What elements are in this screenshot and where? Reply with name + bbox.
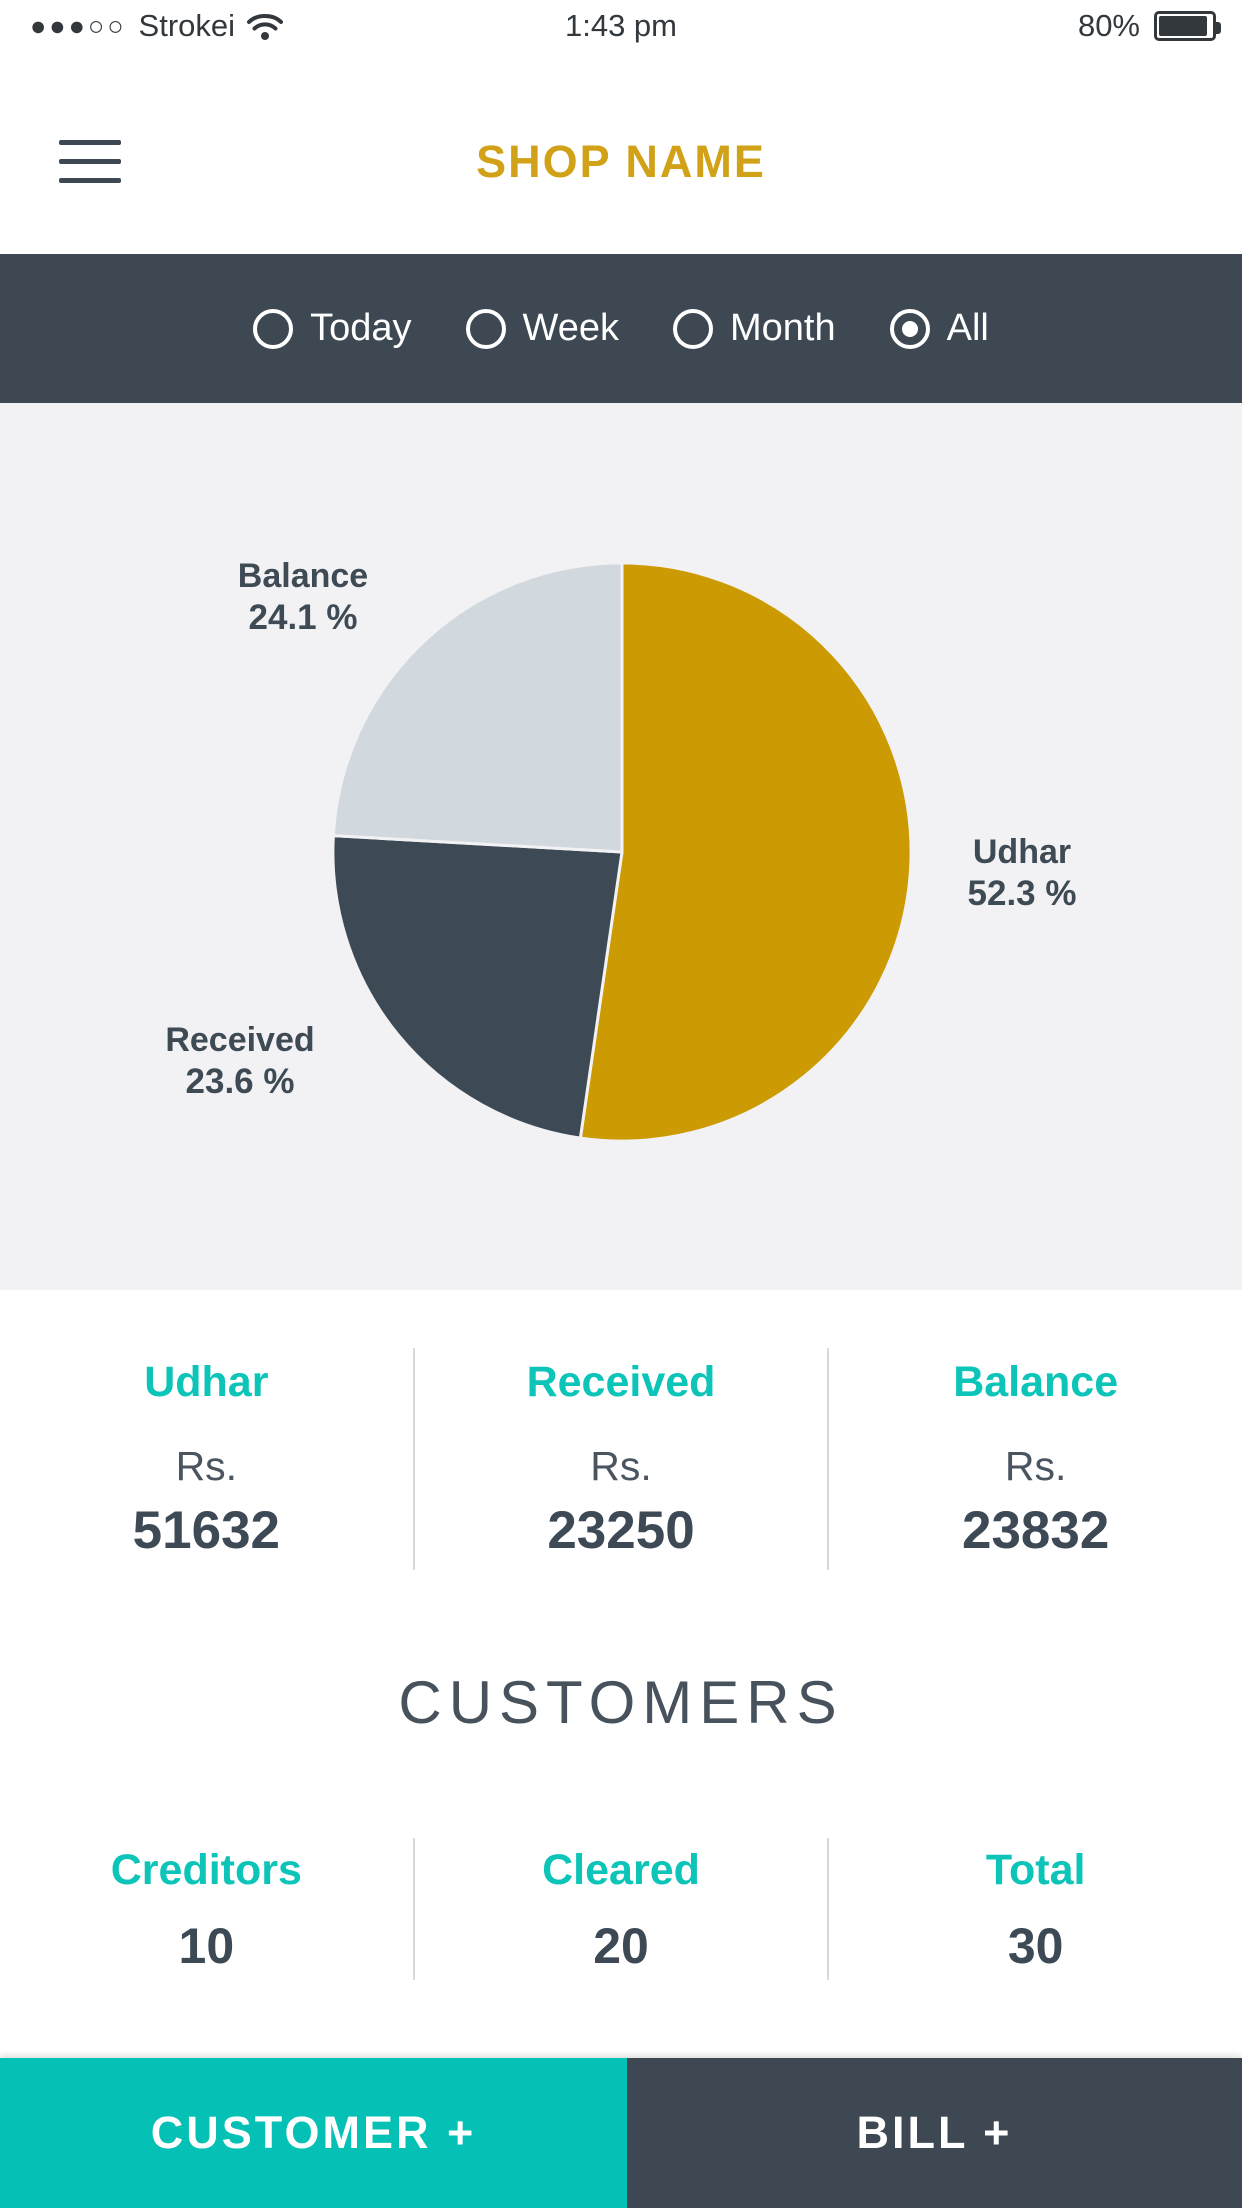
summary-label: Balance (953, 1358, 1119, 1406)
currency-label: Rs. (590, 1443, 652, 1489)
currency-label: Rs. (175, 1443, 238, 1489)
customers-label: Total (985, 1846, 1086, 1894)
app-header: SHOP NAME (0, 50, 1242, 254)
period-filter-bar: Today Week Month All (0, 254, 1242, 403)
customers-value: 20 (593, 1918, 649, 1974)
summary-value: 51632 (132, 1501, 281, 1560)
radio-circle-icon (673, 308, 713, 349)
radio-circle-icon (889, 308, 930, 349)
add-bill-button[interactable]: BILL + (627, 2058, 1242, 2208)
pie-slice-balance (331, 561, 624, 854)
battery-percent: 80% (1077, 8, 1140, 43)
summary-label: Received (526, 1358, 716, 1406)
status-time: 1:43 pm (564, 8, 677, 43)
customers-value: 10 (178, 1918, 235, 1974)
pie-slice-udhar (578, 561, 913, 1143)
pie-label-balance: Balance 24.1 % (237, 557, 369, 637)
summary-value: 23250 (547, 1501, 695, 1560)
customers-label: Cleared (542, 1846, 700, 1894)
pie-label-udhar: Udhar 52.3 % (967, 833, 1077, 913)
radio-circle-icon (465, 308, 506, 349)
currency-label: Rs. (1004, 1443, 1067, 1489)
radio-label: Month (730, 307, 836, 349)
menu-icon[interactable] (59, 140, 121, 184)
radio-month[interactable]: Month (673, 307, 836, 350)
summary-col-balance: Balance Rs. 23832 (829, 1348, 1242, 1570)
radio-circle-icon (253, 308, 294, 349)
summary-col-udhar: Udhar Rs. 51632 (0, 1348, 413, 1570)
bottom-action-bar: CUSTOMER + BILL + (0, 2058, 1242, 2208)
customers-section-title: CUSTOMERS (398, 1669, 844, 1736)
pie-label-received: Received 23.6 % (165, 1021, 315, 1101)
chart-section: Balance 24.1 % Udhar 52.3 % Received 23.… (0, 403, 1242, 1290)
summary-col-received: Received Rs. 23250 (412, 1348, 830, 1570)
radio-week[interactable]: Week (465, 307, 619, 350)
add-customer-button[interactable]: CUSTOMER + (0, 2058, 627, 2208)
customers-col-creditors: Creditors 10 (0, 1838, 413, 1980)
amounts-summary-row: Udhar Rs. 51632 Received Rs. 23250 Balan… (0, 1348, 1242, 1570)
pie-slice-received (331, 834, 624, 1140)
signal-strength-icon: ●●●○○ (30, 11, 127, 41)
customers-label: Creditors (110, 1846, 302, 1894)
customers-col-total: Total 30 (829, 1838, 1242, 1980)
radio-all[interactable]: All (889, 307, 989, 350)
page-title: SHOP NAME (476, 136, 766, 187)
carrier-label: Strokei (138, 8, 236, 43)
summary-value: 23832 (961, 1501, 1110, 1560)
battery-icon (1154, 11, 1221, 41)
wifi-icon (247, 14, 284, 40)
radio-label: Week (522, 307, 619, 349)
pie-chart (331, 561, 913, 1143)
radio-today[interactable]: Today (253, 307, 412, 350)
radio-label: Today (310, 307, 412, 349)
customers-stats-row: Creditors 10 Cleared 20 Total 30 (0, 1838, 1242, 1980)
radio-label: All (946, 307, 989, 349)
summary-label: Udhar (144, 1358, 269, 1406)
status-bar: ●●●○○ Strokei 1:43 pm 80% (0, 0, 1242, 50)
customers-col-cleared: Cleared 20 (412, 1838, 830, 1980)
customers-value: 30 (1007, 1918, 1064, 1974)
